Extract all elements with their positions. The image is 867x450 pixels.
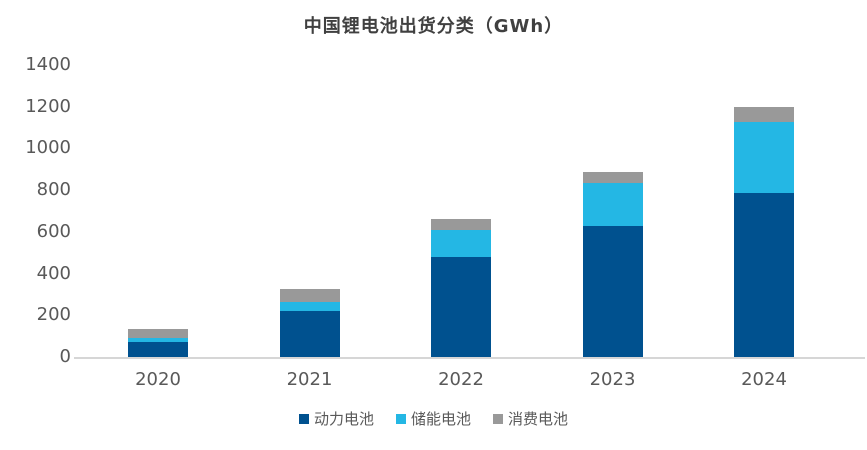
legend-item-储能电池: 储能电池 [395,408,471,429]
stacked-bar-2023 [582,172,643,357]
x-axis-tick-label: 2020 [135,369,181,390]
bar-segment-储能电池 [279,301,340,312]
stacked-bar-2021 [279,289,340,357]
y-axis-tick-label: 0 [59,346,71,367]
bar-segment-动力电池 [431,256,491,357]
y-axis-tick-label: 1200 [25,95,71,117]
legend-swatch-icon [395,413,406,424]
bar-segment-动力电池 [279,311,340,357]
bar-segment-储能电池 [431,229,491,257]
x-axis-tick-label: 2022 [438,369,484,390]
legend-swatch-icon [493,413,503,424]
legend-item-动力电池: 动力电池 [298,408,374,429]
bar-segment-动力电池 [128,342,188,357]
bar-segment-动力电池 [734,193,794,357]
legend-swatch-icon [298,413,309,424]
legend-label: 消费电池 [508,410,569,428]
y-axis-tick-label: 1000 [25,137,71,159]
bar-segment-消费电池 [279,289,340,302]
bar-segment-消费电池 [734,106,794,123]
legend-label: 储能电池 [410,410,471,428]
bar-segment-储能电池 [128,338,188,343]
legend-label: 动力电池 [313,410,374,428]
legend-item-消费电池: 消费电池 [493,408,568,429]
y-axis-tick-label: 600 [36,220,71,242]
chart-legend: 动力电池 储能电池 消费电池 [0,408,867,429]
stacked-bar-2022 [431,219,491,357]
bar-segment-储能电池 [734,122,794,194]
stacked-bar-2020 [128,328,188,357]
y-axis-tick-label: 1400 [25,54,71,75]
x-axis-tick-label: 2023 [589,369,636,390]
bar-segment-消费电池 [128,328,188,339]
y-axis-tick-label: 200 [36,304,71,326]
x-axis-tick-label: 2021 [286,369,333,390]
bar-segment-动力电池 [582,225,643,357]
plot-area [74,65,865,359]
y-axis-tick-label: 400 [36,262,71,284]
y-axis-tick-label: 800 [36,179,71,201]
stacked-bar-2024 [734,106,794,357]
bar-segment-消费电池 [582,172,643,183]
bar-segment-储能电池 [582,182,643,226]
bar-segment-消费电池 [431,219,491,230]
x-axis-tick-label: 2024 [741,369,787,390]
chart-title: 中国锂电池出货分类（GWh） [303,16,564,37]
